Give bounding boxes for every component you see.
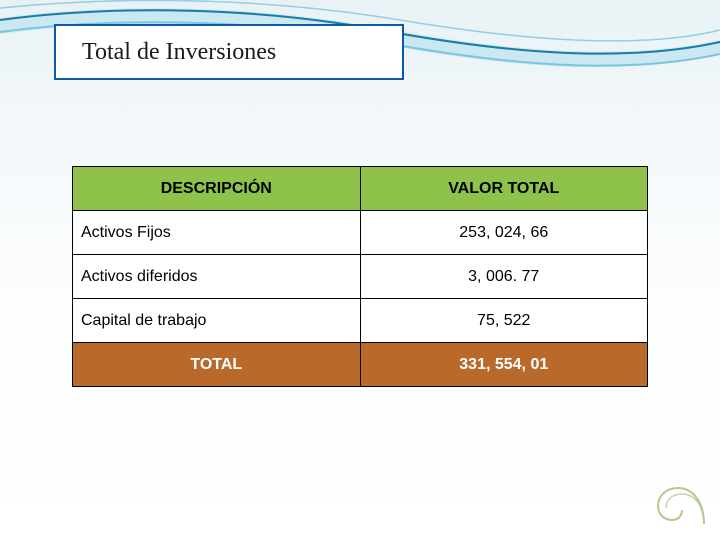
- cell-value: 75, 522: [360, 299, 648, 343]
- table-total-row: TOTAL 331, 554, 01: [73, 343, 648, 387]
- table-header-row: DESCRIPCIÓN VALOR TOTAL: [73, 167, 648, 211]
- col-header-descripcion: DESCRIPCIÓN: [73, 167, 361, 211]
- table-row: Activos Fijos 253, 024, 66: [73, 211, 648, 255]
- cell-value: 3, 006. 77: [360, 255, 648, 299]
- cell-value: 253, 024, 66: [360, 211, 648, 255]
- investments-table: DESCRIPCIÓN VALOR TOTAL Activos Fijos 25…: [72, 166, 648, 387]
- col-header-valor-total: VALOR TOTAL: [360, 167, 648, 211]
- corner-swirl-icon: [654, 474, 706, 526]
- investments-table-container: DESCRIPCIÓN VALOR TOTAL Activos Fijos 25…: [72, 166, 648, 387]
- cell-desc: Activos diferidos: [73, 255, 361, 299]
- table-row: Capital de trabajo 75, 522: [73, 299, 648, 343]
- total-value: 331, 554, 01: [360, 343, 648, 387]
- total-label: TOTAL: [73, 343, 361, 387]
- cell-desc: Capital de trabajo: [73, 299, 361, 343]
- table-row: Activos diferidos 3, 006. 77: [73, 255, 648, 299]
- slide-title: Total de Inversiones: [82, 39, 276, 66]
- cell-desc: Activos Fijos: [73, 211, 361, 255]
- title-box: Total de Inversiones: [54, 24, 404, 80]
